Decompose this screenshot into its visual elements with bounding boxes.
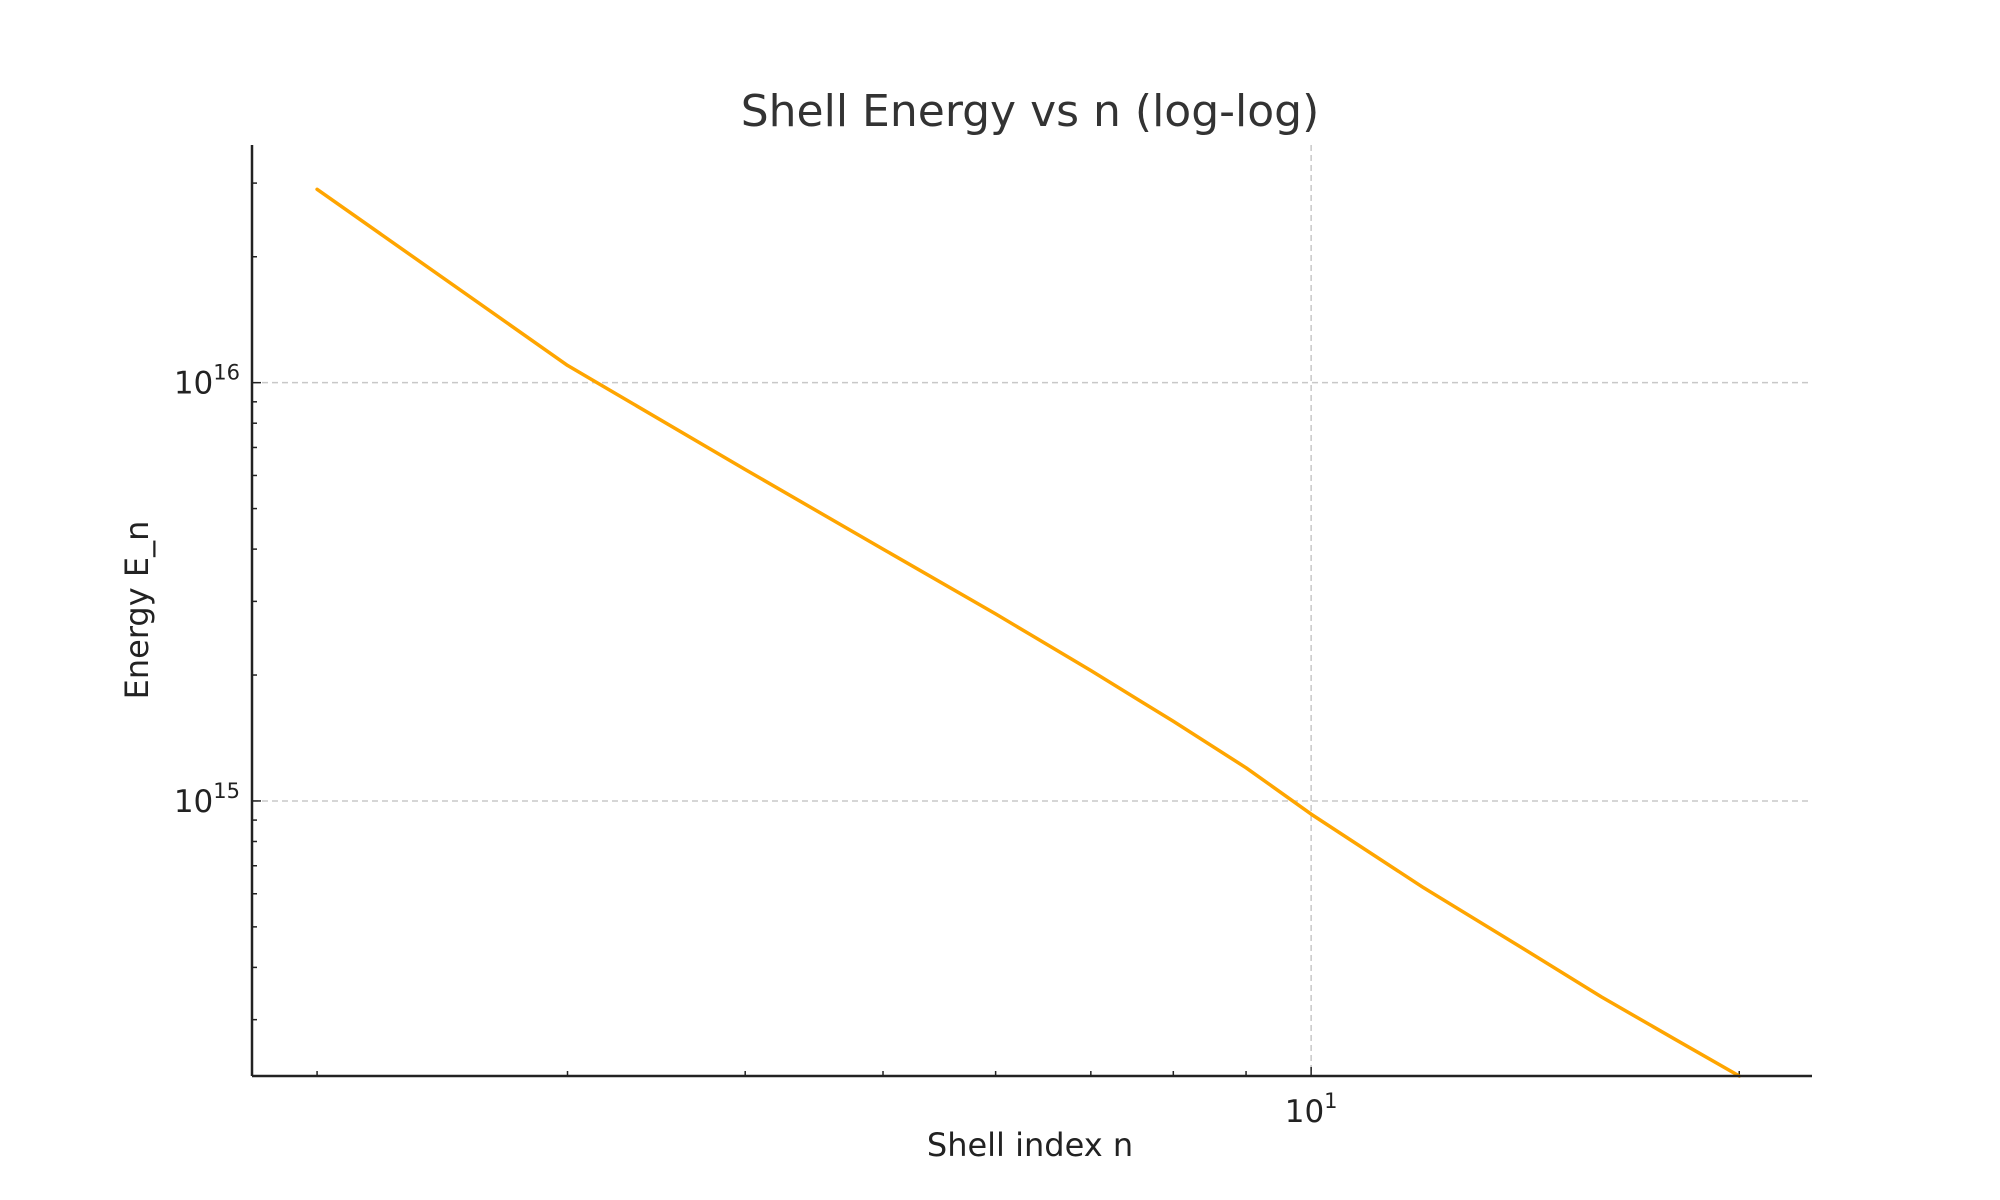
y-tick-label: 1015 [174, 779, 240, 820]
chart-title: Shell Energy vs n (log-log) [741, 86, 1320, 137]
tick-layer: 1015 1016 101 [174, 182, 1741, 1130]
series-line [315, 187, 1742, 1078]
grid-layer [252, 145, 1812, 1076]
y-axis-label: Energy E_n [118, 521, 156, 700]
series-layer [315, 187, 1742, 1078]
x-tick-label: 101 [1285, 1089, 1338, 1130]
x-axis-label: Shell index n [927, 1126, 1133, 1164]
y-tick-label: 1016 [174, 361, 240, 402]
spine-layer [250, 145, 1812, 1078]
